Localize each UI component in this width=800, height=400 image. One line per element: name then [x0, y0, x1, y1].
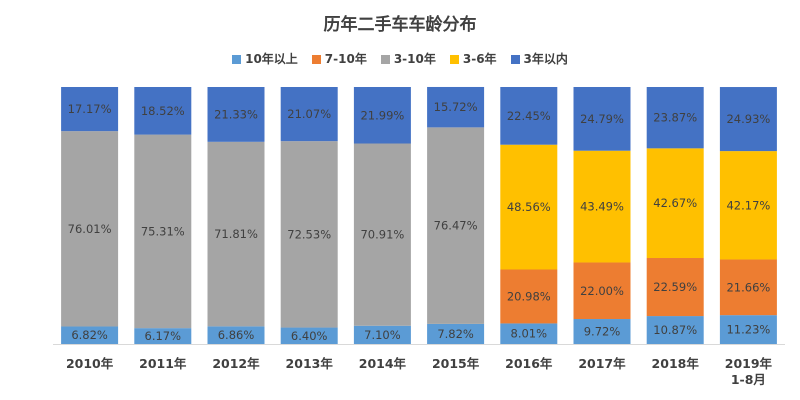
data-label: 42.67%: [653, 196, 697, 210]
bar-segment: [500, 87, 558, 145]
data-label: 7.82%: [437, 327, 474, 341]
bar-segment: [61, 87, 119, 132]
legend-swatch: [510, 55, 520, 64]
bar-segment: [427, 127, 485, 324]
bar-segment: [646, 258, 704, 317]
bar-segment: [427, 323, 485, 344]
legend-item: 3年以内: [510, 50, 568, 67]
bar-segment: [500, 323, 558, 344]
x-tick-label: 2011年: [139, 356, 187, 371]
bar-segment: [646, 148, 704, 259]
data-label: 22.59%: [653, 280, 697, 294]
bar-segment: [573, 262, 631, 320]
data-label: 15.72%: [434, 100, 478, 114]
bar-segment: [719, 151, 777, 260]
x-tick-label: 2010年: [66, 356, 114, 371]
bar-segment: [427, 86, 485, 128]
legend-swatch: [232, 55, 242, 64]
x-tick-label: 2012年: [212, 356, 260, 371]
legend-item: 3-6年: [449, 50, 497, 67]
data-label: 6.40%: [291, 329, 328, 343]
x-tick-label: 2018年: [652, 356, 700, 371]
bar-segment: [134, 87, 192, 135]
data-label: 7.10%: [364, 328, 401, 342]
chart-title: 历年二手车车龄分布: [323, 15, 477, 35]
x-tick-label: 2019年 1-8月: [725, 356, 773, 387]
data-label: 17.17%: [68, 102, 112, 116]
x-tick-label: 2017年: [578, 356, 626, 371]
legend-item: 3-10年: [380, 50, 436, 67]
legend-swatch: [380, 55, 390, 64]
bar-segment: [280, 327, 338, 344]
bar-segment: [646, 316, 704, 344]
data-label: 42.17%: [726, 198, 770, 212]
data-label: 76.47%: [434, 219, 478, 233]
bar-segment: [207, 326, 265, 344]
bar-segment: [719, 315, 777, 344]
data-label: 6.86%: [218, 328, 255, 342]
data-label: 71.81%: [214, 227, 258, 241]
bar-segment: [646, 87, 704, 149]
bar-segment: [573, 87, 631, 151]
bar-segment: [134, 328, 192, 344]
data-label: 43.49%: [580, 200, 624, 214]
legend-swatch: [311, 55, 321, 64]
bar-segment: [719, 87, 777, 152]
legend-label: 3-6年: [462, 52, 497, 66]
data-label: 48.56%: [507, 200, 551, 214]
data-label: 11.23%: [726, 323, 770, 337]
data-label: 21.66%: [726, 280, 770, 294]
data-label: 18.52%: [141, 104, 185, 118]
bar-segment: [134, 134, 192, 329]
data-label: 22.45%: [507, 109, 551, 123]
data-label: 21.33%: [214, 107, 258, 121]
data-label: 6.82%: [71, 328, 108, 342]
bar-segment: [353, 143, 411, 326]
bar-segment: [353, 87, 411, 144]
data-label: 24.79%: [580, 112, 624, 126]
bar-segment: [500, 144, 558, 270]
data-label: 70.91%: [360, 228, 404, 242]
data-label: 24.93%: [726, 112, 770, 126]
bar-segment: [61, 131, 119, 327]
legend: 10年以上 7-10年 3-10年 3-6年 3年以内: [0, 50, 800, 67]
data-label: 6.17%: [145, 329, 182, 343]
x-tick-label: 2013年: [286, 356, 334, 371]
bar-segment: [280, 141, 338, 328]
legend-item: 10年以上: [232, 50, 298, 67]
bar-segment: [280, 87, 338, 142]
bar-segment: [719, 259, 777, 316]
data-label: 23.87%: [653, 111, 697, 125]
bar-segment: [207, 87, 265, 142]
data-label: 22.00%: [580, 284, 624, 298]
x-tick-label: 2015年: [432, 356, 480, 371]
data-label: 76.01%: [68, 222, 112, 236]
data-label: 10.87%: [653, 323, 697, 337]
legend-label: 7-10年: [324, 52, 367, 66]
legend-label: 3年以内: [523, 52, 568, 66]
legend-label: 3-10年: [393, 52, 436, 66]
data-label: 8.01%: [511, 327, 548, 341]
bar-segment: [573, 150, 631, 263]
legend-label: 10年以上: [245, 52, 298, 66]
data-label: 21.07%: [287, 107, 331, 121]
legend-item: 7-10年: [311, 50, 367, 67]
bar-segment: [353, 325, 411, 344]
data-label: 72.53%: [287, 227, 331, 241]
x-tick-label: 2014年: [359, 356, 407, 371]
x-tick-label: 2016年: [505, 356, 553, 371]
legend-swatch: [449, 55, 459, 64]
data-label: 20.98%: [507, 289, 551, 303]
bar-segment: [500, 269, 558, 324]
data-label: 75.31%: [141, 224, 185, 238]
bar-segment: [207, 141, 265, 327]
data-label: 9.72%: [584, 325, 621, 339]
bar-segment: [573, 319, 631, 344]
bar-segment: [61, 326, 119, 344]
data-label: 21.99%: [360, 108, 404, 122]
